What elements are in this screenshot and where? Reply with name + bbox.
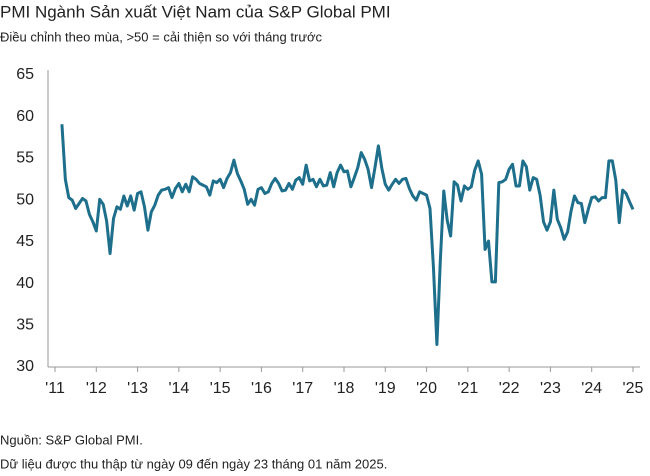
source-note: Nguồn: S&P Global PMI. [0, 432, 143, 447]
chart-title: PMI Ngành Sản xuất Việt Nam của S&P Glob… [0, 2, 391, 21]
x-tick-label: '13 [127, 380, 148, 397]
chart-subtitle: Điều chỉnh theo mùa, >50 = cải thiện so … [0, 29, 323, 44]
x-tick-label: '17 [292, 380, 313, 397]
x-tick-label: '15 [210, 380, 231, 397]
y-tick-label: 60 [16, 108, 34, 125]
x-tick-label: '20 [416, 380, 437, 397]
data-note: Dữ liệu được thu thập từ ngày 09 đến ngà… [0, 456, 387, 471]
x-tick-label: '14 [168, 380, 189, 397]
x-tick-label: '19 [375, 380, 396, 397]
x-tick-label: '22 [499, 380, 520, 397]
x-tick-label: '11 [45, 380, 65, 397]
y-tick-label: 40 [16, 275, 34, 292]
x-tick-label: '16 [251, 380, 272, 397]
x-tick-label: '21 [457, 380, 478, 397]
y-tick-label: 45 [16, 233, 34, 250]
x-tick-label: '25 [623, 380, 644, 397]
y-tick-label: 50 [16, 191, 34, 208]
x-tick-label: '18 [334, 380, 355, 397]
y-tick-label: 30 [16, 358, 34, 375]
y-tick-label: 35 [16, 317, 34, 334]
x-tick-label: '24 [581, 380, 602, 397]
y-tick-label: 55 [16, 150, 34, 167]
x-tick-label: '23 [540, 380, 561, 397]
x-tick-label: '12 [86, 380, 107, 397]
pmi-line [60, 124, 635, 346]
y-tick-label: 65 [16, 66, 34, 83]
